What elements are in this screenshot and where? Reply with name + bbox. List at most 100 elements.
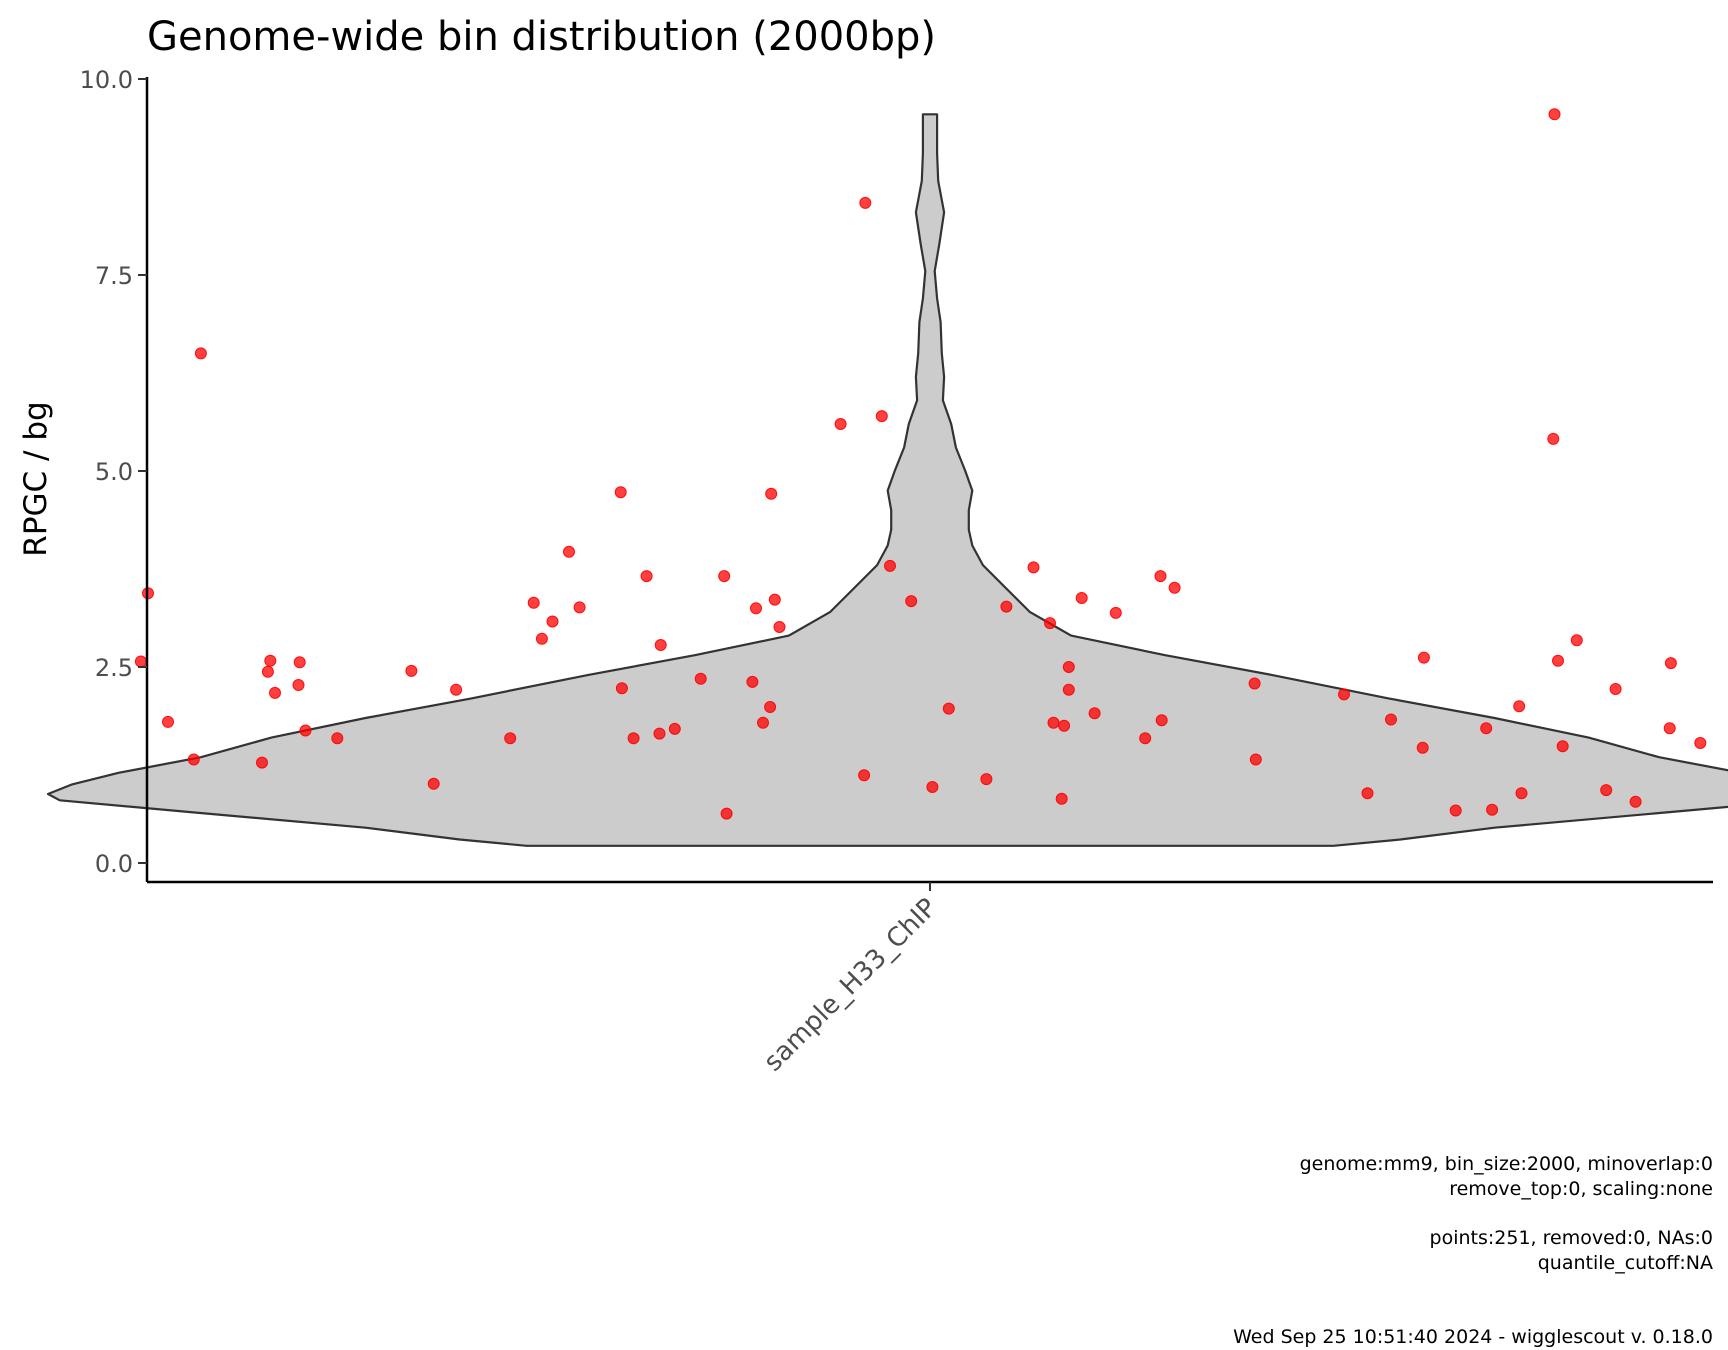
data-point-41 xyxy=(858,769,871,782)
data-point-28 xyxy=(668,722,681,735)
data-point-69 xyxy=(1417,651,1430,664)
data-point-44 xyxy=(905,595,918,608)
y-tick-label-1: 2.5 xyxy=(95,654,133,682)
data-point-32 xyxy=(746,675,759,688)
data-point-36 xyxy=(765,487,778,500)
data-point-63 xyxy=(1248,677,1261,690)
data-point-5 xyxy=(256,756,268,769)
data-point-51 xyxy=(1047,716,1060,729)
data-point-84 xyxy=(1663,722,1676,735)
data-point-15 xyxy=(450,683,463,696)
data-point-49 xyxy=(1027,561,1040,574)
data-point-18 xyxy=(535,632,548,645)
data-point-48 xyxy=(1000,600,1013,613)
data-point-74 xyxy=(1515,787,1528,800)
data-point-17 xyxy=(527,596,540,609)
data-point-27 xyxy=(653,727,666,740)
data-point-21 xyxy=(573,601,586,614)
caption-block-date: Wed Sep 25 10:51:40 2024 - wigglescout v… xyxy=(1233,1325,1713,1350)
data-point-13 xyxy=(405,664,418,677)
y-axis-label: RPGC / bg xyxy=(18,401,54,556)
data-point-78 xyxy=(1547,432,1560,445)
data-point-50 xyxy=(1044,617,1056,630)
caption-line-quantile: quantile_cutoff:NA xyxy=(1537,1252,1713,1274)
data-point-25 xyxy=(640,570,653,583)
data-point-3 xyxy=(187,753,200,766)
data-point-60 xyxy=(1154,570,1167,583)
data-point-4 xyxy=(194,347,207,360)
y-tick-label-2: 5.0 xyxy=(95,458,133,486)
data-point-31 xyxy=(720,807,733,820)
data-point-67 xyxy=(1385,713,1397,726)
data-point-11 xyxy=(299,724,312,737)
data-point-64 xyxy=(1249,753,1262,766)
data-point-81 xyxy=(1609,683,1622,695)
data-point-55 xyxy=(1062,683,1075,696)
data-point-68 xyxy=(1416,741,1429,754)
data-point-45 xyxy=(926,781,939,793)
caption-line-points: points:251, removed:0, NAs:0 xyxy=(1429,1227,1713,1249)
data-point-57 xyxy=(1088,707,1101,720)
data-point-20 xyxy=(563,545,575,558)
data-point-46 xyxy=(942,702,955,715)
data-point-72 xyxy=(1486,803,1499,816)
y-tick-label-3: 7.5 xyxy=(95,262,133,290)
data-point-42 xyxy=(875,410,888,423)
data-point-10 xyxy=(292,679,305,691)
data-point-82 xyxy=(1629,795,1642,808)
data-point-22 xyxy=(614,486,627,499)
data-point-7 xyxy=(269,686,281,699)
points-layer xyxy=(134,108,1707,820)
data-point-2 xyxy=(162,715,174,728)
caption-line-scaling: remove_top:0, scaling:none xyxy=(1449,1178,1713,1200)
data-point-54 xyxy=(1062,661,1075,673)
data-point-75 xyxy=(1548,108,1561,121)
data-point-16 xyxy=(504,732,517,745)
data-point-30 xyxy=(718,570,731,583)
data-point-65 xyxy=(1338,688,1350,701)
data-point-39 xyxy=(834,418,847,430)
data-point-19 xyxy=(546,615,559,628)
data-point-9 xyxy=(293,656,306,669)
data-point-8 xyxy=(264,654,277,667)
data-point-73 xyxy=(1513,700,1526,713)
data-point-53 xyxy=(1058,719,1071,732)
data-point-62 xyxy=(1168,581,1181,594)
violin-shape xyxy=(46,113,1728,847)
data-point-61 xyxy=(1155,714,1168,727)
caption-block-points: points:251, removed:0, NAs:0 quantile_cu… xyxy=(1430,1226,1713,1276)
data-point-12 xyxy=(331,732,344,745)
y-tick-label-4: 10.0 xyxy=(80,66,133,94)
chart-title: Genome-wide bin distribution (2000bp) xyxy=(147,14,936,60)
data-point-85 xyxy=(1694,737,1707,749)
violin-layer xyxy=(46,113,1728,847)
y-tick-label-0: 0.0 xyxy=(95,850,133,878)
data-point-23 xyxy=(615,682,628,695)
data-point-37 xyxy=(768,593,781,606)
data-point-14 xyxy=(427,777,440,790)
data-point-71 xyxy=(1480,722,1493,735)
data-point-80 xyxy=(1600,784,1613,797)
caption-block: genome:mm9, bin_size:2000, minoverlap:0 … xyxy=(1300,1152,1713,1202)
data-point-35 xyxy=(764,701,777,713)
data-point-1 xyxy=(134,655,147,668)
data-point-38 xyxy=(773,621,786,633)
data-point-52 xyxy=(1055,792,1068,805)
x-tick-label-0: sample_H33_ChIP xyxy=(758,893,943,1078)
data-point-26 xyxy=(654,639,667,651)
data-point-66 xyxy=(1361,787,1374,800)
data-point-40 xyxy=(859,196,872,209)
data-point-29 xyxy=(694,672,707,685)
data-point-83 xyxy=(1664,657,1677,670)
data-point-34 xyxy=(757,716,769,729)
data-point-33 xyxy=(750,602,762,615)
data-point-6 xyxy=(261,665,274,678)
data-point-24 xyxy=(627,732,640,745)
data-point-58 xyxy=(1109,606,1122,619)
data-point-79 xyxy=(1570,634,1583,647)
data-point-47 xyxy=(980,773,993,786)
data-point-43 xyxy=(884,559,896,572)
data-point-59 xyxy=(1139,732,1152,745)
data-point-76 xyxy=(1552,654,1564,667)
